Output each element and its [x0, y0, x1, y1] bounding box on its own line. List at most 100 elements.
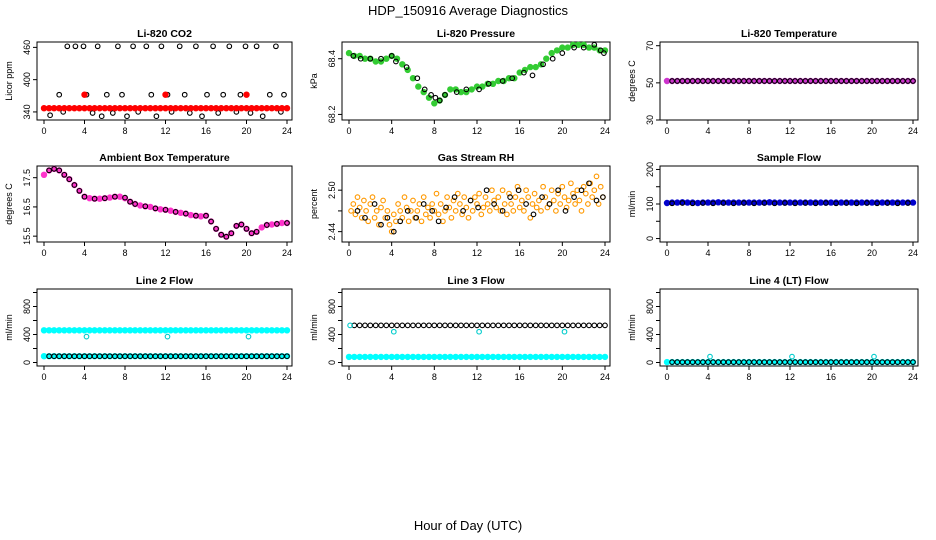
plot-frame — [659, 288, 919, 367]
data-point — [479, 322, 486, 329]
data-point — [358, 214, 365, 221]
data-point — [489, 80, 497, 88]
data-point — [415, 322, 422, 329]
data-point — [730, 78, 737, 84]
x-tick-label: 24 — [600, 248, 610, 258]
x-tick-label: 8 — [746, 126, 751, 136]
x-tick-label: 20 — [557, 126, 567, 136]
data-point — [555, 190, 561, 197]
data-point — [345, 353, 353, 361]
data-point — [522, 322, 528, 329]
x-tick-label: 16 — [515, 372, 525, 382]
data-point — [529, 201, 536, 207]
data-point — [569, 353, 577, 361]
x-tick-label: 12 — [472, 372, 482, 382]
y-tick-label: 68.2 — [327, 106, 337, 124]
data-point — [414, 208, 421, 214]
series-calibration — [707, 353, 877, 360]
x-tick-label: 20 — [557, 372, 567, 382]
data-point — [523, 201, 529, 207]
x-tick-label: 16 — [826, 248, 836, 258]
data-point — [518, 197, 525, 204]
series-raw — [46, 166, 290, 240]
x-axis: 0 4 8 12 16 20 24 — [664, 366, 918, 382]
data-point — [582, 190, 589, 197]
data-point — [422, 211, 429, 218]
data-point — [186, 110, 193, 116]
data-point — [501, 201, 508, 207]
data-point — [378, 55, 384, 62]
panel-li-820-pressure: Li-820 Pressure kPa 0 4 8 12 16 20 24 68.2 68.4 — [309, 28, 611, 136]
y-tick-label: 800 — [22, 299, 32, 314]
data-point — [523, 187, 529, 194]
data-point — [162, 206, 169, 213]
data-point — [596, 322, 603, 329]
y-tick-label: 0 — [645, 360, 655, 365]
data-point — [452, 322, 459, 329]
data-point — [679, 200, 686, 206]
data-point — [245, 333, 252, 340]
data-point — [444, 194, 450, 200]
series-raw — [350, 41, 607, 104]
data-point — [132, 201, 138, 207]
data-point — [383, 322, 390, 329]
data-point — [469, 208, 476, 214]
x-tick-label: 20 — [241, 126, 251, 136]
data-point — [515, 187, 522, 194]
data-point — [393, 353, 401, 361]
data-point — [564, 353, 571, 361]
data-point — [525, 194, 532, 200]
y-axis-label: Licor ppm — [4, 61, 14, 101]
y-axis: 2.44 2.50 — [327, 181, 342, 240]
y-axis-label: degrees C — [4, 183, 14, 225]
series-average — [40, 165, 291, 240]
x-axis: 0 4 8 12 16 20 24 — [346, 242, 610, 258]
y-tick-label: 100 — [645, 196, 655, 211]
data-point — [499, 208, 506, 214]
x-tick-label: 16 — [515, 248, 525, 258]
y-axis: 15.5 16.5 17.5 — [22, 169, 37, 245]
data-point — [484, 201, 491, 207]
data-point — [669, 200, 675, 207]
x-tick-label: 24 — [600, 126, 610, 136]
data-point — [362, 322, 368, 329]
data-point — [233, 223, 240, 229]
data-point — [789, 353, 795, 360]
y-tick-label: 340 — [22, 104, 32, 119]
data-point — [64, 43, 71, 50]
data-point — [506, 190, 512, 197]
data-point — [602, 322, 608, 329]
data-point — [393, 58, 399, 65]
y-axis-label: percent — [309, 188, 319, 219]
data-point — [383, 55, 390, 62]
x-tick-label: 0 — [41, 248, 46, 258]
data-point — [555, 187, 561, 194]
x-axis: 0 4 8 12 16 20 24 — [346, 120, 610, 136]
data-point — [473, 353, 481, 361]
data-point — [497, 208, 504, 214]
data-point — [527, 353, 534, 361]
panel-line-3-flow: Line 3 Flow ml/min 0 4 8 12 16 20 24 0 400 800 — [309, 275, 611, 382]
data-point — [553, 47, 561, 54]
series-raw — [669, 200, 911, 207]
data-point — [263, 222, 270, 228]
data-point — [730, 200, 737, 207]
data-point — [115, 43, 121, 50]
data-point — [894, 359, 901, 365]
data-point — [554, 322, 560, 329]
data-point — [562, 208, 569, 214]
data-point — [218, 231, 225, 238]
data-point — [894, 200, 901, 207]
data-point — [284, 220, 290, 226]
data-point — [94, 43, 101, 50]
y-axis: 0 100 200 — [645, 162, 660, 241]
data-point — [559, 183, 566, 190]
data-point — [593, 173, 600, 180]
data-point — [548, 187, 555, 194]
data-point — [874, 78, 880, 84]
data-point — [435, 211, 442, 218]
data-point — [575, 353, 582, 361]
x-axis: 0 4 8 12 16 20 24 — [41, 120, 292, 136]
y-tick-label: 400 — [22, 327, 32, 342]
data-point — [199, 113, 205, 120]
